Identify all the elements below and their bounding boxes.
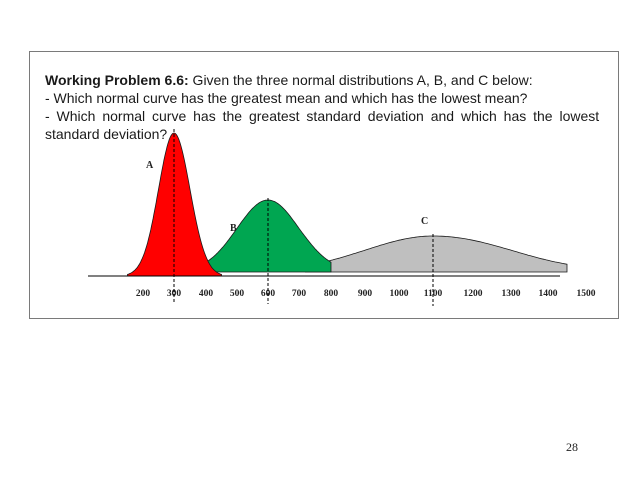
x-tick-label: 900 xyxy=(358,289,373,299)
curve-a-label: A xyxy=(146,160,154,171)
curve-c-label: C xyxy=(421,216,428,227)
problem-title-bold: Working Problem 6.6: xyxy=(45,72,189,88)
x-tick-label: 1300 xyxy=(502,289,521,299)
x-tick-label: 500 xyxy=(230,289,245,299)
x-tick-label: 700 xyxy=(292,289,307,299)
x-tick-label: 800 xyxy=(324,289,339,299)
x-tick-label: 1000 xyxy=(390,289,409,299)
x-tick-label: 400 xyxy=(199,289,214,299)
x-tick-label: 600 xyxy=(261,289,276,299)
x-tick-label: 1100 xyxy=(424,289,443,299)
question-mean: - Which normal curve has the greatest me… xyxy=(45,90,528,106)
question-sd: - Which normal curve has the greatest st… xyxy=(45,108,600,124)
problem-title-rest: Given the three normal distributions A, … xyxy=(188,72,533,88)
page-number: 28 xyxy=(566,440,578,454)
x-tick-label: 300 xyxy=(167,289,182,299)
question-sd-continued: standard deviation? xyxy=(45,126,168,142)
problem-title-line: Working Problem 6.6: Given the three nor… xyxy=(45,71,605,89)
x-tick-label: 1500 xyxy=(577,289,596,299)
curve-c-area xyxy=(305,235,568,273)
x-tick-label: 1200 xyxy=(464,289,483,299)
curve-b-area xyxy=(196,199,332,273)
curve-b-label: B xyxy=(230,223,237,234)
x-tick-label: 1400 xyxy=(539,289,558,299)
x-tick-label: 200 xyxy=(136,289,151,299)
